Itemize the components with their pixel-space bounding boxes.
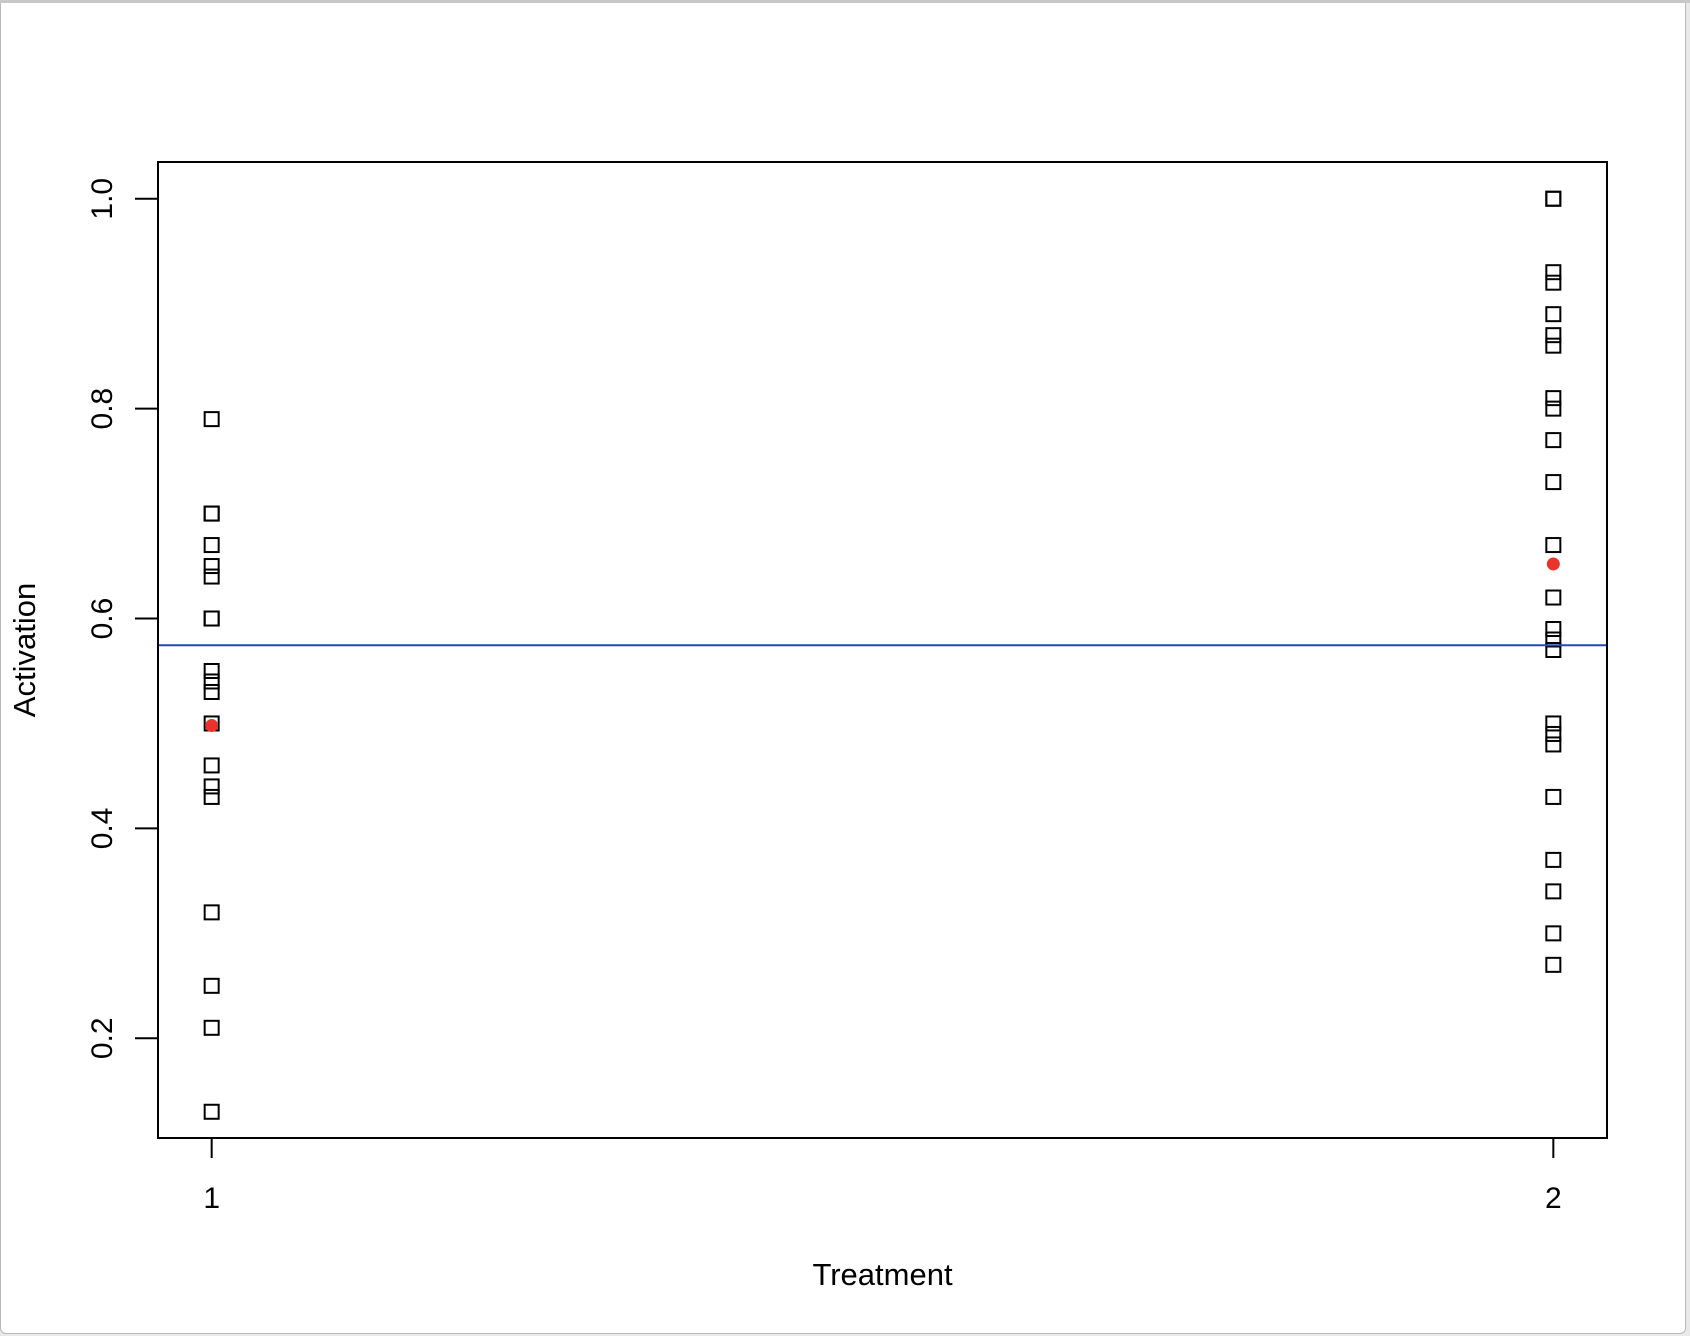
data-point-square bbox=[1545, 715, 1562, 732]
data-point-square bbox=[203, 673, 220, 690]
data-point-square bbox=[1545, 851, 1562, 868]
data-point-square bbox=[203, 1019, 220, 1036]
data-point-square bbox=[1545, 190, 1562, 207]
data-point-square bbox=[203, 778, 220, 795]
data-point-square bbox=[1545, 432, 1562, 449]
data-point-square bbox=[1545, 474, 1562, 491]
data-point-square bbox=[1545, 725, 1562, 742]
data-point-square bbox=[203, 411, 220, 428]
data-point-square bbox=[203, 788, 220, 805]
data-point-square bbox=[1545, 589, 1562, 606]
data-point-square bbox=[1545, 274, 1562, 291]
y-tick-label: 0.6 bbox=[86, 598, 119, 640]
data-point-square bbox=[203, 568, 220, 585]
group-mean-point bbox=[1546, 557, 1560, 571]
y-axis-title: Activation bbox=[7, 583, 42, 717]
data-point-square bbox=[1545, 883, 1562, 900]
y-tick-label: 0.4 bbox=[86, 808, 119, 850]
x-tick-label: 2 bbox=[1545, 1182, 1562, 1215]
data-point-square bbox=[1545, 621, 1562, 638]
data-point-square bbox=[1545, 400, 1562, 417]
group-mean-point bbox=[205, 719, 219, 733]
data-point-square bbox=[203, 904, 220, 921]
y-tick-label: 0.8 bbox=[86, 388, 119, 430]
y-tick-label: 0.2 bbox=[86, 1017, 119, 1059]
plot-area-frame bbox=[157, 161, 1608, 1139]
x-axis-title: Treatment bbox=[812, 1257, 953, 1292]
data-point-square bbox=[203, 683, 220, 700]
data-point-square bbox=[1545, 264, 1562, 281]
data-point-square bbox=[203, 558, 220, 575]
data-point-square bbox=[203, 505, 220, 522]
data-point-square bbox=[203, 662, 220, 679]
y-axis: 0.2 0.4 0.6 0.8 1.0 bbox=[86, 178, 158, 1059]
window-top-edge bbox=[0, 0, 1690, 3]
data-point-square bbox=[203, 537, 220, 554]
data-point-square bbox=[1545, 642, 1562, 658]
data-point-square bbox=[1545, 925, 1562, 942]
data-points bbox=[203, 190, 1562, 1120]
data-point-square bbox=[203, 977, 220, 994]
data-point-square bbox=[203, 1103, 220, 1120]
data-point-square bbox=[1545, 306, 1562, 323]
data-point-square bbox=[1545, 631, 1562, 648]
data-point-square bbox=[203, 757, 220, 774]
data-point-square bbox=[1545, 190, 1562, 207]
data-point-square bbox=[203, 505, 220, 522]
data-point-square bbox=[1545, 390, 1562, 407]
data-point-square bbox=[1545, 327, 1562, 344]
data-point-square bbox=[203, 610, 220, 627]
data-point-square bbox=[1545, 537, 1562, 554]
data-point-square bbox=[1545, 736, 1562, 753]
data-point-square bbox=[1545, 788, 1562, 805]
data-point-square bbox=[203, 610, 220, 627]
x-tick-label: 1 bbox=[203, 1182, 220, 1215]
data-point-square bbox=[1545, 337, 1562, 354]
y-tick-label: 1.0 bbox=[86, 178, 119, 220]
data-point-square bbox=[1545, 956, 1562, 973]
